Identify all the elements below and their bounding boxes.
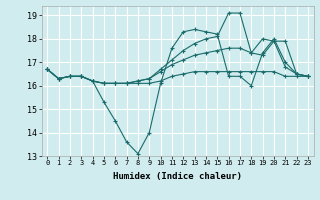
- X-axis label: Humidex (Indice chaleur): Humidex (Indice chaleur): [113, 172, 242, 181]
